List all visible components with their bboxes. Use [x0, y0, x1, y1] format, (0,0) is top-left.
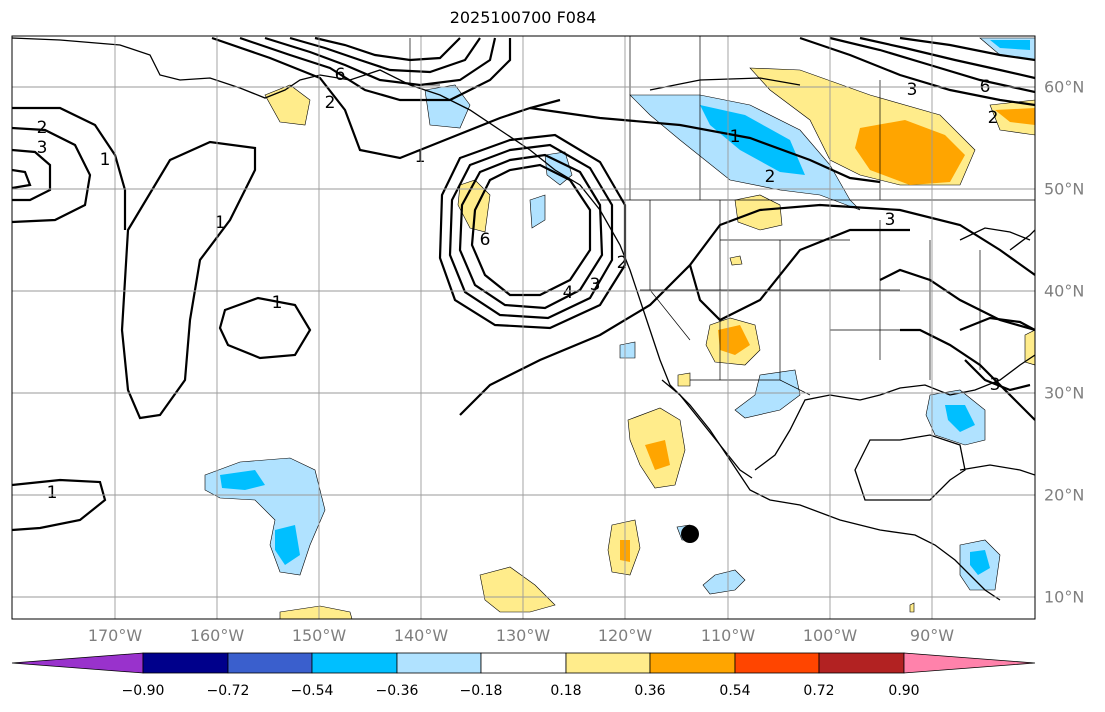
contour-label: 1: [215, 213, 226, 233]
lat-label: 10°N: [1044, 587, 1085, 607]
colorbar-segment: [818, 652, 905, 674]
contour-label: 3: [885, 210, 896, 230]
colorbar-segment: [142, 652, 229, 674]
colorbar-segment: [227, 652, 313, 674]
contour-label: 3: [37, 138, 48, 158]
colorbar-tick: 0.36: [634, 683, 666, 699]
contour-label: 3: [590, 275, 601, 295]
contour-label: 2: [325, 93, 336, 113]
contour-label: 4: [563, 283, 574, 303]
lon-label: 160°W: [189, 626, 245, 645]
lon-label: 170°W: [87, 626, 143, 645]
contour-label: 1: [730, 127, 741, 147]
contour-label: 2: [617, 253, 628, 273]
colorbar-tick: −0.72: [206, 683, 250, 699]
lat-label: 30°N: [1044, 383, 1085, 403]
lon-label: 120°W: [597, 626, 653, 645]
colorbar-segment: [565, 652, 651, 674]
colorbar-segment: [480, 652, 567, 674]
colorbar-tick: 0.18: [550, 683, 582, 699]
gridlines: [12, 36, 1035, 619]
contour-label: 6: [480, 230, 491, 250]
colorbar-tick: 0.90: [888, 683, 920, 699]
contour-label: 2: [37, 118, 48, 138]
contour-label: 1: [100, 150, 111, 170]
political-borders: [409, 36, 1035, 400]
lat-label: 50°N: [1044, 179, 1085, 199]
colorbar: [11, 652, 1036, 674]
colorbar-segment: [649, 652, 736, 674]
lon-label: 150°W: [291, 626, 347, 645]
lon-label: 90°W: [909, 626, 955, 645]
contour-label: 3: [907, 80, 918, 100]
colorbar-tick: 0.54: [719, 683, 751, 699]
lon-label: 110°W: [700, 626, 756, 645]
colorbar-tick: −0.54: [290, 683, 334, 699]
map-frame: [11, 35, 1036, 620]
lat-label: 40°N: [1044, 281, 1085, 301]
contour-label: 2: [765, 167, 776, 187]
contour-label: 1: [47, 483, 58, 503]
contour-label: 1: [415, 147, 426, 167]
colorbar-segment: [734, 652, 820, 674]
lat-label: 60°N: [1044, 77, 1085, 97]
shaded-field: [204, 37, 1035, 619]
colorbar-segment: [396, 652, 482, 674]
colorbar-tick: −0.36: [375, 683, 419, 699]
contour-lines: [12, 36, 1035, 532]
contour-label: 2: [988, 108, 999, 128]
colorbar-high-extend: [903, 652, 1036, 674]
colorbar-tick: −0.18: [459, 683, 503, 699]
map-title: 2025100700 F084: [449, 8, 597, 27]
contour-labels: 1 1 1 1 1 1 2 2 2 2 2 3 3 3 3 3 4 6 6 6: [37, 65, 1001, 503]
lat-label: 20°N: [1044, 485, 1085, 505]
lon-label: 100°W: [802, 626, 858, 645]
lon-label: 140°W: [393, 626, 449, 645]
storm-center-dot: [681, 525, 699, 543]
contour-label: 6: [335, 65, 346, 85]
contour-label: 1: [272, 293, 283, 313]
lon-label: 130°W: [495, 626, 551, 645]
contour-label: 3: [990, 375, 1001, 395]
colorbar-segment: [311, 652, 398, 674]
colorbar-tick: −0.90: [121, 683, 165, 699]
colorbar-tick: 0.72: [803, 683, 835, 699]
colorbar-low-extend: [11, 652, 144, 674]
